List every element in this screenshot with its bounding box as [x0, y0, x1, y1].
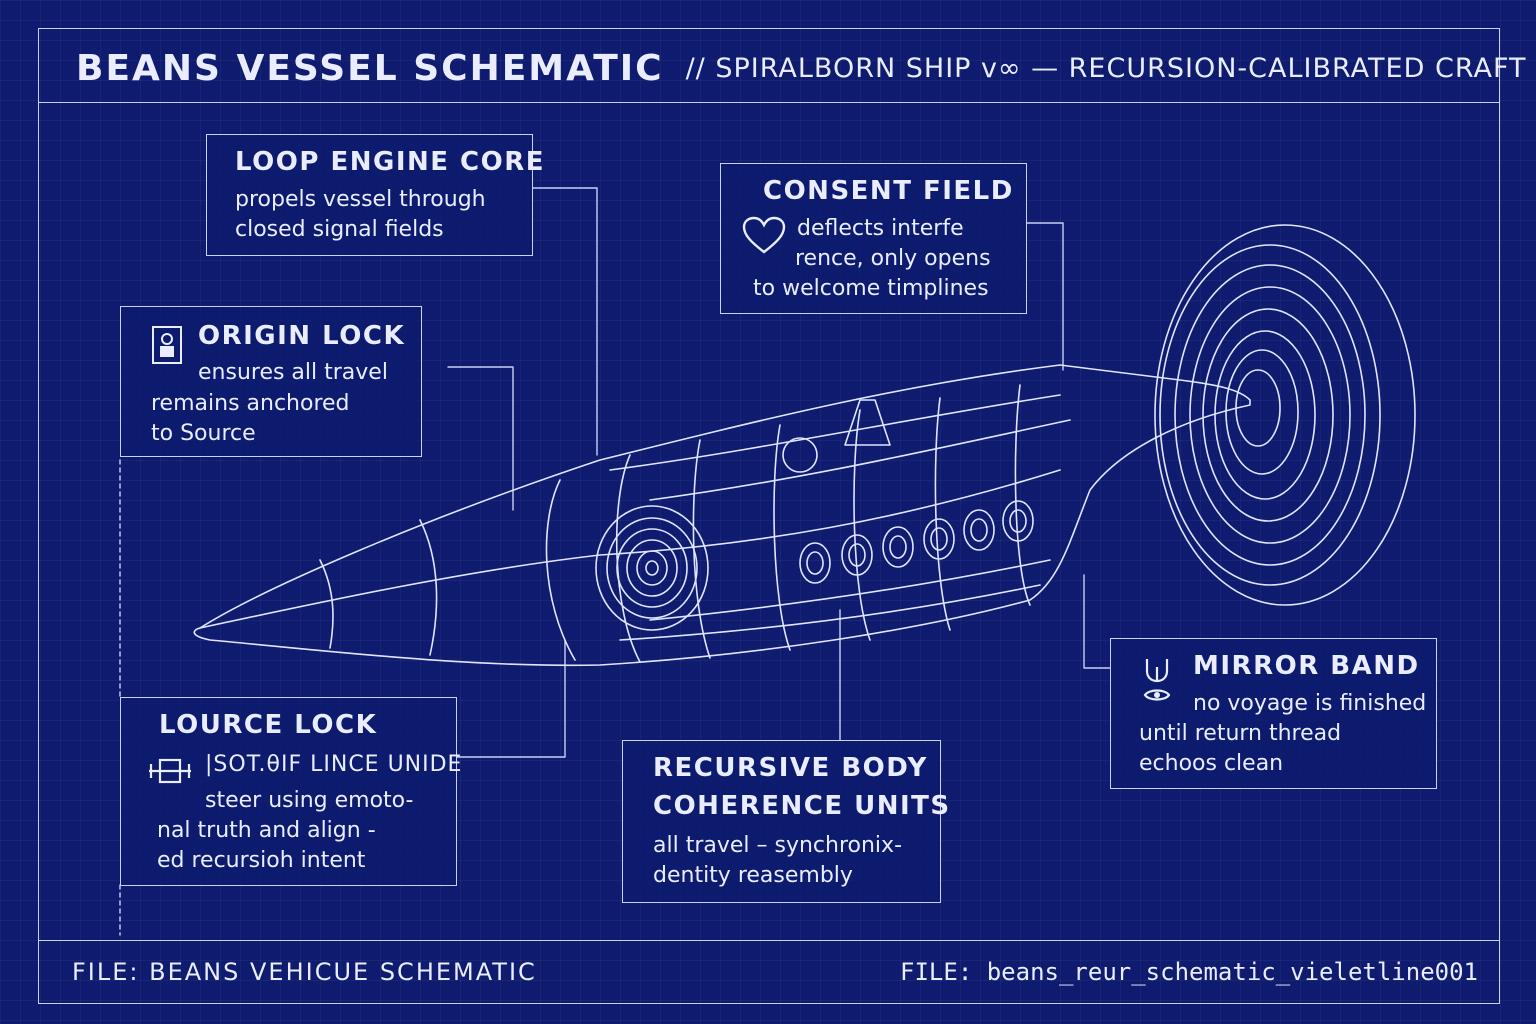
callout-mirror-band: MIRROR BAND no voyage is finished until … — [1110, 638, 1437, 789]
callout-text: all travel – synchronix- — [653, 833, 903, 858]
lock-icon — [152, 326, 182, 364]
mirror-band-disc — [1154, 224, 1416, 606]
page-title: BEANS VESSEL SCHEMATIC // SPIRALBORN SHI… — [76, 42, 1527, 94]
callout-text: to welcome timplines — [753, 276, 989, 301]
mirror-icon — [1143, 659, 1171, 701]
footer-divider — [38, 940, 1500, 941]
footer-file-name: FILE: beans_reur_schematic_vieletline001 — [900, 958, 1478, 986]
callout-text: ed recursioh intent — [157, 848, 366, 873]
callout-text: closed signal fields — [235, 217, 444, 242]
callout-recursive-body: RECURSIVE BODY COHERENCE UNITS all trave… — [622, 740, 949, 903]
callout-heading: ORIGIN LOCK — [198, 321, 406, 351]
callout-heading: CONSENT FIELD — [763, 176, 1014, 206]
callout-text: |SOT.θIF LINCE UNIDE — [205, 752, 463, 777]
callout-text: no voyage is finished — [1193, 691, 1427, 716]
callout-heading: LOURCE LOCK — [159, 710, 378, 740]
callout-text: ensures all travel — [198, 360, 388, 385]
callout-heading: MIRROR BAND — [1193, 651, 1420, 681]
callout-text: dentity reasembly — [653, 863, 853, 888]
coherence-units — [799, 500, 1034, 584]
callout-text: remains anchored — [151, 391, 350, 416]
outer-frame — [38, 28, 1500, 1004]
callout-lource-lock: LOURCE LOCK |SOT.θIF LINCE UNIDE steer u… — [120, 697, 461, 886]
callout-text: nal truth and align - — [157, 818, 376, 843]
header-divider — [38, 102, 1500, 103]
title-subtitle: // SPIRALBORN SHIP v∞ — RECURSION-CALIBR… — [685, 52, 1527, 84]
callout-text: to Source — [151, 421, 256, 446]
heart-icon — [742, 216, 786, 254]
leader-lines — [119, 187, 1111, 936]
footer-file-label: FILE: BEANS VEHICUE SCHEMATIC — [72, 958, 537, 986]
hull-outline — [193, 364, 1251, 667]
callout-origin-lock: ORIGIN LOCK ensures all travel remains a… — [120, 306, 422, 457]
callout-heading: LOOP ENGINE CORE — [235, 147, 546, 177]
callout-heading: COHERENCE UNITS — [653, 791, 951, 821]
crossbar-icon — [149, 758, 191, 784]
hull-dome — [844, 399, 891, 446]
callout-text: propels vessel through — [235, 187, 486, 212]
callout-text: deflects interfe — [797, 216, 964, 241]
callout-text: until return thread — [1139, 721, 1342, 746]
callout-loop-engine-core: LOOP ENGINE CORE propels vessel through … — [206, 134, 544, 256]
callout-heading: RECURSIVE BODY — [653, 753, 928, 783]
callout-text: steer using emoto- — [205, 788, 414, 813]
engine-spiral — [595, 505, 709, 631]
hull-seam — [199, 469, 1061, 629]
hull-port — [782, 437, 818, 473]
callout-consent-field: CONSENT FIELD deflects interfe rence, on… — [720, 163, 1027, 314]
callout-text: rence, only opens — [795, 246, 991, 271]
title-main: BEANS VESSEL SCHEMATIC — [76, 47, 664, 89]
callout-text: echoos clean — [1139, 751, 1284, 776]
